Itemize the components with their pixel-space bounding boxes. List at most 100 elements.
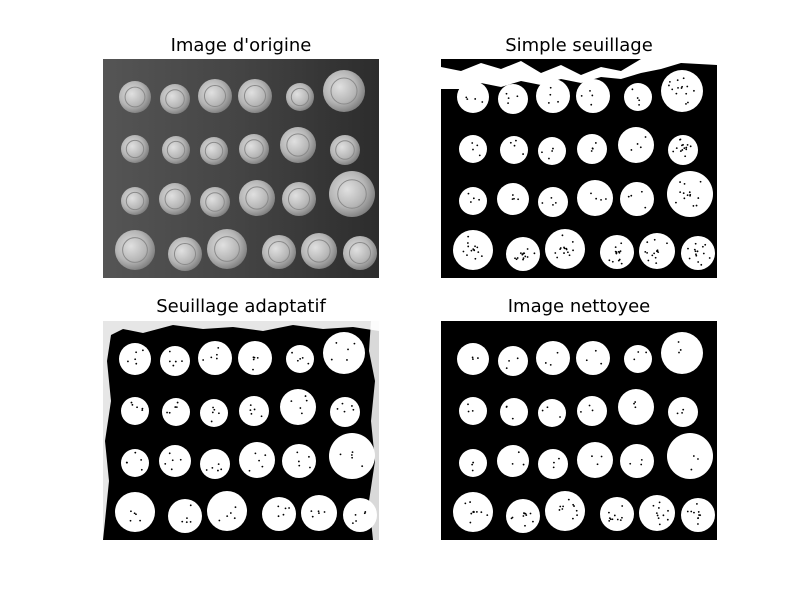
- coin: [330, 135, 360, 165]
- noise-speck: [505, 406, 508, 408]
- coin: [164, 188, 186, 210]
- coin: [125, 191, 145, 211]
- noise-speck: [469, 501, 471, 503]
- noise-speck: [562, 505, 565, 508]
- noise-speck: [185, 521, 188, 524]
- noise-speck: [634, 401, 637, 403]
- noise-speck: [164, 462, 167, 465]
- noise-speck: [351, 451, 354, 454]
- noise-speck: [135, 513, 137, 516]
- noise-speck: [507, 102, 509, 105]
- noise-speck: [217, 469, 219, 472]
- noise-speck: [515, 258, 518, 261]
- noise-speck: [695, 204, 698, 207]
- noise-speck: [481, 101, 484, 103]
- noise-speck: [683, 197, 686, 200]
- original-coins-image: [103, 59, 379, 278]
- noise-speck: [685, 148, 688, 151]
- coin: [165, 89, 185, 109]
- noise-speck: [668, 80, 671, 83]
- noise-speck: [462, 250, 465, 253]
- coin: [681, 236, 715, 270]
- coin: [168, 499, 202, 533]
- noise-speck: [139, 519, 142, 522]
- noise-speck: [671, 88, 674, 91]
- coin: [207, 229, 247, 269]
- noise-speck: [354, 513, 357, 516]
- noise-speck: [655, 262, 658, 265]
- noise-speck: [474, 98, 477, 100]
- coin: [204, 141, 224, 161]
- noise-speck: [701, 245, 704, 248]
- coin: [624, 83, 652, 111]
- noise-speck: [515, 139, 517, 142]
- noise-speck: [645, 351, 648, 354]
- coin: [159, 183, 191, 215]
- noise-speck: [218, 412, 220, 415]
- noise-speck: [211, 411, 214, 414]
- coin: [661, 70, 703, 112]
- noise-speck: [654, 256, 657, 259]
- coin: [200, 187, 230, 217]
- noise-speck: [677, 86, 679, 89]
- noise-speck: [588, 404, 591, 407]
- coin: [200, 137, 228, 165]
- noise-speck: [683, 183, 686, 185]
- coin: [538, 187, 568, 217]
- noise-speck: [558, 457, 560, 460]
- coin: [323, 70, 365, 112]
- noise-speck: [695, 253, 697, 256]
- noise-speck: [202, 359, 205, 361]
- noise-speck: [573, 505, 575, 507]
- noise-speck: [658, 501, 661, 504]
- noise-speck: [678, 351, 680, 354]
- noise-speck: [633, 358, 636, 361]
- noise-speck: [656, 249, 659, 252]
- noise-speck: [617, 259, 620, 262]
- noise-speck: [523, 512, 525, 514]
- noise-speck: [212, 406, 214, 409]
- noise-speck: [127, 360, 129, 363]
- noise-speck: [248, 469, 251, 472]
- noise-speck: [559, 505, 562, 508]
- coin: [498, 346, 528, 376]
- noise-speck: [176, 401, 179, 404]
- noise-speck: [651, 254, 654, 257]
- noise-speck: [211, 466, 214, 469]
- noise-speck: [568, 254, 571, 257]
- noise-speck: [473, 249, 475, 251]
- coin: [323, 332, 365, 374]
- noise-speck: [361, 465, 364, 468]
- noise-speck: [596, 463, 599, 466]
- noise-speck: [141, 407, 144, 410]
- noise-speck: [653, 238, 656, 241]
- noise-speck: [658, 523, 661, 526]
- coin: [238, 79, 272, 113]
- noise-speck: [252, 358, 255, 361]
- noise-speck: [644, 136, 647, 138]
- noise-speck: [179, 458, 182, 461]
- noise-speck: [675, 92, 678, 95]
- panel-title-cleaned-image: Image nettoyee: [507, 296, 651, 317]
- noise-speck: [249, 409, 252, 412]
- noise-speck: [676, 79, 679, 82]
- coin: [115, 230, 155, 270]
- coin: [160, 346, 190, 376]
- coin: [203, 84, 227, 108]
- noise-speck: [253, 408, 256, 411]
- noise-speck: [522, 153, 524, 155]
- noise-speck: [472, 197, 475, 200]
- noise-speck: [565, 248, 568, 251]
- noise-speck: [620, 242, 623, 245]
- noise-speck: [699, 514, 702, 517]
- noise-speck: [347, 348, 349, 351]
- noise-speck: [516, 95, 519, 98]
- noise-speck: [175, 406, 178, 409]
- coin: [160, 84, 190, 114]
- noise-speck: [638, 99, 641, 102]
- noise-speck: [217, 346, 220, 349]
- noise-speck: [687, 247, 689, 250]
- noise-speck: [470, 249, 473, 252]
- noise-speck: [140, 468, 143, 471]
- noise-speck: [229, 512, 232, 514]
